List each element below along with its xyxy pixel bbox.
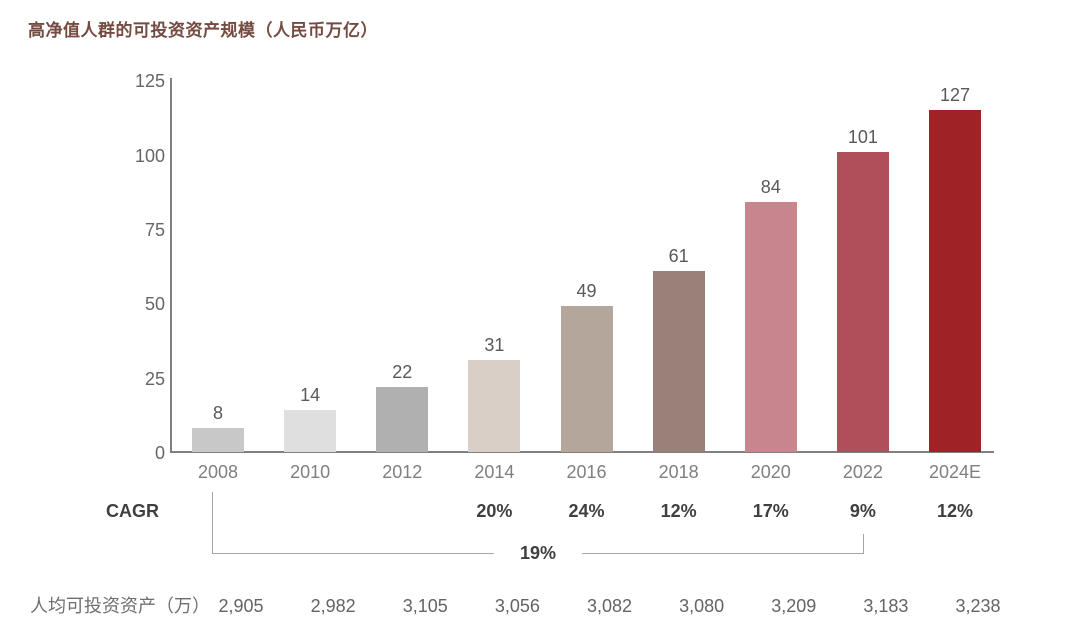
- per-capita-value: 3,238: [955, 596, 1001, 616]
- x-axis-label: 2014: [474, 462, 515, 482]
- y-axis-tick-label: 75: [144, 220, 165, 241]
- x-axis-label: 2016: [566, 462, 607, 482]
- bar-2008: [192, 428, 244, 452]
- per-capita-row-label: 人均可投资资产（万）: [30, 596, 210, 616]
- x-axis-label: 2022: [842, 462, 883, 482]
- cagr-value: 17%: [752, 501, 789, 521]
- x-axis-label: 2010: [290, 462, 331, 482]
- per-capita-value: 3,183: [863, 596, 909, 616]
- x-axis-label: 2018: [658, 462, 699, 482]
- cagr-row-label: CAGR: [106, 501, 159, 521]
- bar-2010: [284, 410, 337, 452]
- cagr-overall-value: 19%: [494, 543, 582, 563]
- bar-2024E: [929, 110, 981, 452]
- cagr-bracket-right-tick: [863, 534, 864, 553]
- y-axis-line: [170, 78, 172, 453]
- cagr-value: 12%: [936, 501, 974, 521]
- bar-value-label: 14: [300, 385, 321, 405]
- bar-value-label: 8: [212, 403, 223, 423]
- cagr-value: 20%: [476, 501, 513, 521]
- cagr-value: 24%: [568, 501, 605, 521]
- bar-2016: [560, 306, 613, 452]
- bar-value-label: 84: [760, 177, 781, 197]
- y-axis-tick-label: 0: [154, 443, 165, 463]
- per-capita-value: 3,080: [679, 596, 725, 616]
- y-axis-tick-label: 100: [134, 145, 165, 166]
- per-capita-value: 3,209: [771, 596, 817, 616]
- cagr-value: 12%: [660, 501, 697, 521]
- x-axis-line: [170, 451, 994, 453]
- per-capita-value: 2,982: [310, 596, 356, 616]
- bar-2012: [376, 387, 429, 452]
- bar-2022: [836, 152, 889, 452]
- x-axis-label: 2012: [382, 462, 423, 482]
- y-axis-tick-label: 50: [144, 294, 165, 315]
- per-capita-value: 2,905: [218, 596, 264, 616]
- x-axis-label: 2024E: [928, 462, 982, 482]
- bar-2014: [468, 360, 521, 452]
- per-capita-value: 3,056: [494, 596, 540, 616]
- bar-value-label: 61: [668, 246, 689, 266]
- cagr-value: 9%: [849, 501, 876, 521]
- bar-value-label: 49: [576, 281, 597, 301]
- bar-value-label: 22: [392, 362, 413, 382]
- bar-value-label: 101: [847, 127, 878, 147]
- x-axis-label: 2008: [197, 462, 239, 482]
- y-axis-tick-label: 125: [134, 71, 165, 92]
- y-axis-tick-label: 25: [144, 368, 165, 389]
- per-capita-value: 3,105: [402, 596, 448, 616]
- bar-2020: [744, 202, 797, 452]
- bar-value-label: 127: [939, 85, 971, 105]
- cagr-bracket-left-tick: [212, 492, 213, 553]
- bar-value-label: 31: [484, 335, 505, 355]
- x-axis-label: 2020: [750, 462, 791, 482]
- chart-title: 高净值人群的可投资资产规模（人民币万亿）: [28, 21, 378, 40]
- per-capita-value: 3,082: [586, 596, 633, 616]
- bar-2018: [652, 271, 705, 452]
